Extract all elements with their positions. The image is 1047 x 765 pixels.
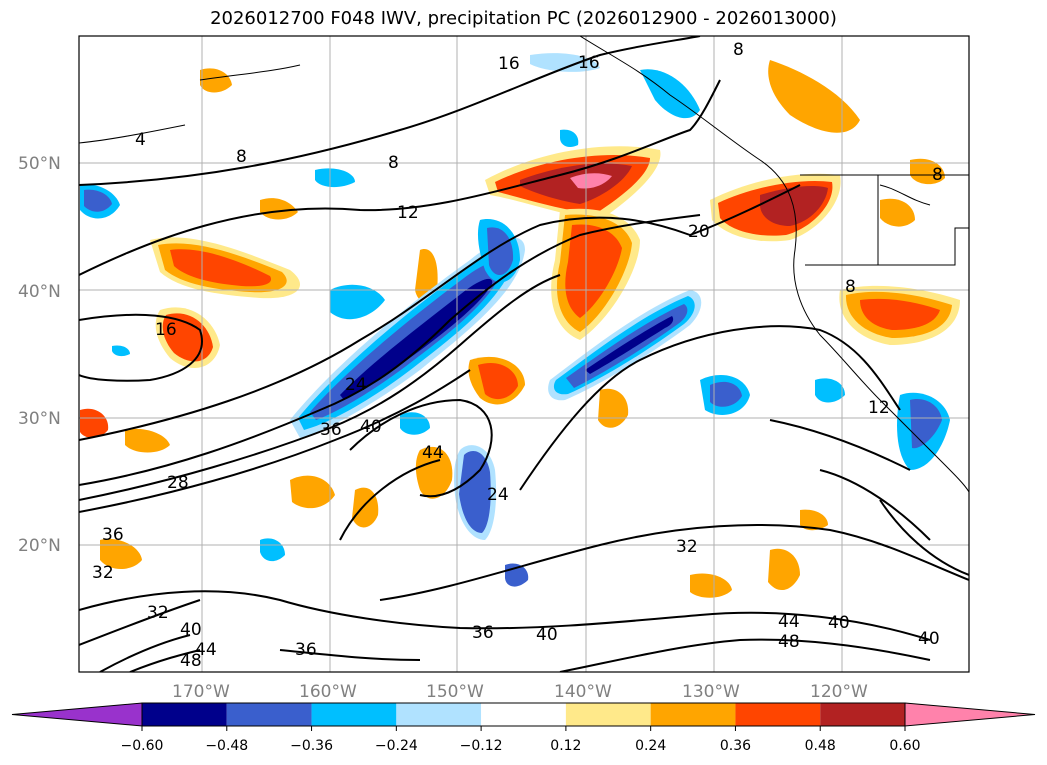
contour-label: 40 [918,629,940,649]
contour-label: 32 [147,603,169,623]
colorbar-tick-label: −0.60 [121,738,164,754]
lat-label-30n: 30°N [18,409,61,429]
lon-label-150w: 150°W [426,682,484,702]
map-layer: 16 16 8 4 8 8 12 20 8 16 8 24 36 40 44 2… [79,36,969,672]
contour-label: 32 [676,537,698,557]
lat-label-40n: 40°N [18,282,61,302]
colorbar-tick-label: −0.48 [205,738,248,754]
lon-label-120w: 120°W [810,682,868,702]
contour-label: 8 [388,153,399,173]
lat-label-50n: 50°N [18,154,61,174]
contour-label: 36 [295,640,317,660]
contour-label: 48 [778,632,800,652]
graticule [79,36,969,672]
longitude-labels: 170°W 160°W 150°W 140°W 130°W 120°W [172,682,868,702]
contour-label: 8 [845,277,856,297]
contour-label: 36 [472,623,494,643]
map-title: 2026012700 F048 IWV, precipitation PC (2… [210,8,837,29]
colorbar-tick-label: −0.24 [375,738,418,754]
contour-label: 44 [422,443,444,463]
lat-label-20n: 20°N [18,536,61,556]
colorbar-tick-label: −0.36 [290,738,333,754]
colorbar-tick-label: 0.36 [720,738,751,754]
contour-label: 40 [360,417,382,437]
contour-label: 44 [778,612,800,632]
contour-label: 40 [536,625,558,645]
lon-label-130w: 130°W [682,682,740,702]
precip-positive-areas [80,60,960,598]
colorbar-tick-label: −0.12 [460,738,503,754]
colorbar-segment [565,703,651,726]
colorbar-segment [396,703,482,726]
colorbar-tick-labels: −0.60 −0.48 −0.36 −0.24 −0.12 0.12 0.24 0.36 0.4… [121,726,921,754]
colorbar-segment [311,703,397,726]
contour-label: 16 [578,53,600,73]
contour-label: 16 [498,54,520,74]
contour-label: 28 [167,473,189,493]
latitude-labels: 50°N 40°N 30°N 20°N [18,154,61,556]
colorbar [11,702,1036,727]
lon-label-170w: 170°W [172,682,230,702]
contour-label: 4 [135,130,146,150]
contour-labels: 16 16 8 4 8 8 12 20 8 16 8 24 36 40 44 2… [92,40,943,671]
colorbar-tick-label: 0.60 [889,738,920,754]
contour-label: 24 [487,485,509,505]
coastlines [79,36,969,493]
contour-label: 44 [195,640,217,660]
contour-label: 40 [180,620,202,640]
contour-label: 16 [155,320,177,340]
contour-label: 36 [102,525,124,545]
colorbar-segment [226,703,312,726]
contour-label: 36 [320,420,342,440]
plot-frame [78,35,970,673]
colorbar-tick-label: 0.24 [635,738,666,754]
colorbar-segment [735,703,821,726]
colorbar-tick-label: 0.48 [805,738,836,754]
colorbar-frame [141,702,906,727]
contour-label: 8 [932,165,943,185]
colorbar-extend-low [11,702,143,727]
colorbar-segment [142,703,227,726]
lon-label-160w: 160°W [299,682,357,702]
colorbar-segment [481,703,566,726]
contour-label: 12 [868,398,890,418]
contour-label: 8 [733,40,744,60]
contour-label: 8 [236,147,247,167]
iwv-contours [79,36,969,672]
contour-label: 32 [92,563,114,583]
contour-label: 40 [828,613,850,633]
contour-label: 24 [345,375,367,395]
colorbar-segment [820,703,905,726]
contour-label: 48 [180,651,202,671]
colorbar-segment [650,703,736,726]
contour-label: 20 [688,222,710,242]
contour-label: 12 [397,203,419,223]
lon-label-140w: 140°W [554,682,612,702]
colorbar-tick-label: 0.12 [550,738,581,754]
colorbar-extend-high [904,702,1036,727]
